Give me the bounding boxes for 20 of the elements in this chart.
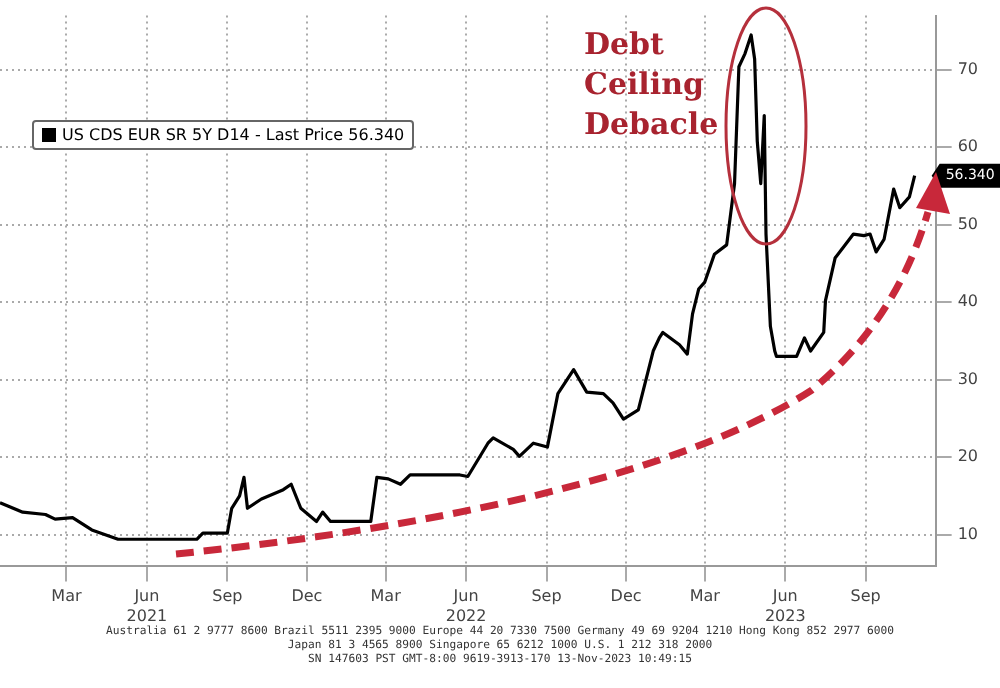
- annotation: Debt Ceiling Debacle: [584, 24, 721, 144]
- y-tick-label: 40: [957, 292, 979, 311]
- y-tick-label: 10: [957, 524, 979, 543]
- y-tick-label: 60: [957, 137, 979, 156]
- x-tick-label: Mar: [370, 587, 403, 606]
- x-tick-label: Dec: [291, 587, 323, 606]
- y-tick-label: 20: [957, 447, 979, 466]
- x-tick-label: Dec: [610, 587, 642, 606]
- x-tick-label: Mar: [51, 587, 83, 606]
- x-tick-label: Jun 2021: [126, 587, 168, 625]
- x-tick-label: Sep: [531, 587, 562, 606]
- legend-label: US CDS EUR SR 5Y D14 - Last Price 56.340: [62, 126, 405, 144]
- x-tick-label: Jun 2022: [445, 587, 487, 625]
- x-tick-label: Mar: [689, 587, 722, 606]
- x-tick-label: Sep: [212, 587, 243, 606]
- y-tick-label: 50: [957, 214, 979, 233]
- y-tick-label: 70: [957, 59, 979, 78]
- y-tick-label: 30: [957, 369, 979, 388]
- x-tick-label: Sep: [850, 587, 881, 606]
- x-tick-label: Jun 2023: [764, 587, 806, 625]
